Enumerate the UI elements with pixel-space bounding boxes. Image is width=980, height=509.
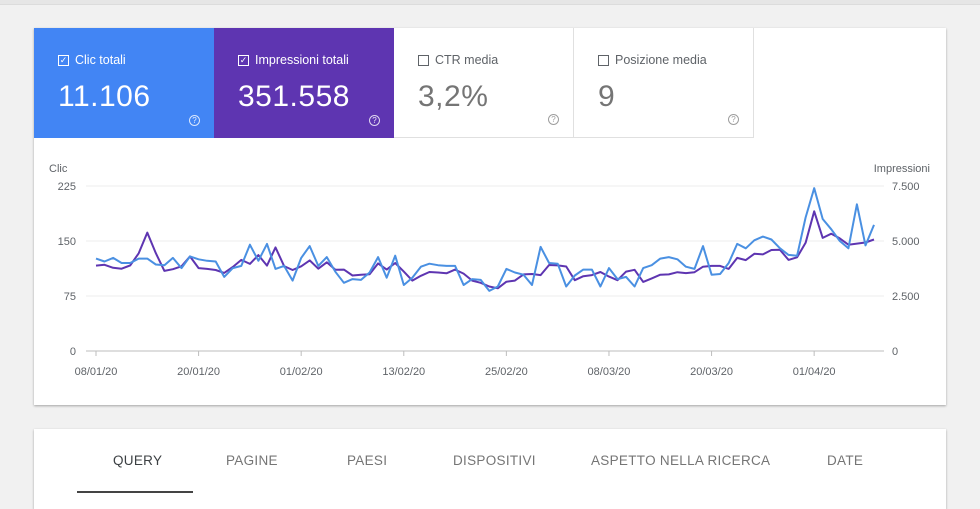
performance-card: ✓ Clic totali 11.106 ? ✓ Impressioni tot… bbox=[34, 28, 946, 405]
tab-query[interactable]: QUERY bbox=[113, 453, 163, 468]
checkbox-checked-icon[interactable]: ✓ bbox=[238, 54, 249, 66]
x-axis-tick-label: 25/02/20 bbox=[485, 366, 528, 378]
metric-total-impressions[interactable]: ✓ Impressioni totali 351.558 ? bbox=[214, 28, 394, 138]
right-axis-tick-label: 0 bbox=[892, 346, 898, 358]
performance-chart: 0 75 150 225 0 2.500 5.000 7.500 Clic Impressioni… bbox=[49, 163, 930, 378]
checkbox-unchecked-icon[interactable] bbox=[418, 54, 429, 66]
help-icon[interactable]: ? bbox=[189, 115, 200, 126]
metric-label: Posizione media bbox=[615, 53, 707, 67]
right-axis-tick-label: 2.500 bbox=[892, 291, 920, 303]
checkbox-checked-icon[interactable]: ✓ bbox=[58, 54, 69, 66]
metric-value: 351.558 bbox=[238, 80, 350, 113]
right-axis-title: Impressioni bbox=[874, 163, 930, 175]
x-axis-tick-label: 20/03/20 bbox=[690, 366, 733, 378]
x-axis-tick-label: 08/01/20 bbox=[75, 366, 118, 378]
metric-value: 9 bbox=[598, 80, 616, 113]
x-axis-tick-label: 20/01/20 bbox=[177, 366, 220, 378]
tab-dates[interactable]: DATE bbox=[827, 453, 864, 468]
dimension-tabs-card: QUERY PAGINE PAESI DISPOSITIVI ASPETTO N… bbox=[34, 429, 946, 509]
help-icon[interactable]: ? bbox=[548, 114, 559, 125]
tab-pages[interactable]: PAGINE bbox=[226, 453, 278, 468]
clicks-series-line bbox=[95, 187, 875, 292]
metric-label: Clic totali bbox=[75, 53, 126, 67]
active-tab-indicator bbox=[77, 491, 193, 493]
tab-devices[interactable]: DISPOSITIVI bbox=[453, 453, 536, 468]
x-axis-tick-label: 08/03/20 bbox=[588, 366, 631, 378]
metric-value: 11.106 bbox=[58, 80, 151, 113]
metric-total-clicks-header: ✓ Clic totali bbox=[58, 53, 126, 67]
x-axis-tick-label: 13/02/20 bbox=[382, 366, 425, 378]
top-divider bbox=[0, 0, 980, 5]
metric-average-ctr[interactable]: CTR media 3,2% ? bbox=[394, 28, 574, 138]
metric-label: CTR media bbox=[435, 53, 499, 67]
left-axis-tick-label: 75 bbox=[64, 291, 76, 303]
tab-countries[interactable]: PAESI bbox=[347, 453, 388, 468]
metric-average-ctr-header: CTR media bbox=[418, 53, 498, 67]
left-axis-tick-label: 0 bbox=[70, 346, 76, 358]
left-axis-title: Clic bbox=[49, 163, 68, 175]
right-axis-tick-label: 5.000 bbox=[892, 236, 920, 248]
checkbox-unchecked-icon[interactable] bbox=[598, 54, 609, 66]
impressions-series-line bbox=[95, 210, 875, 290]
metric-average-position[interactable]: Posizione media 9 ? bbox=[574, 28, 754, 138]
x-axis-tick-label: 01/02/20 bbox=[280, 366, 323, 378]
help-icon[interactable]: ? bbox=[369, 115, 380, 126]
x-axis-tick-label: 01/04/20 bbox=[793, 366, 836, 378]
metric-total-clicks[interactable]: ✓ Clic totali 11.106 ? bbox=[34, 28, 214, 138]
left-axis-tick-label: 150 bbox=[58, 236, 76, 248]
help-icon[interactable]: ? bbox=[728, 114, 739, 125]
left-axis-tick-label: 225 bbox=[58, 181, 76, 193]
metric-total-impressions-header: ✓ Impressioni totali bbox=[238, 53, 349, 67]
metric-average-position-header: Posizione media bbox=[598, 53, 707, 67]
right-axis-tick-label: 7.500 bbox=[892, 181, 920, 193]
metric-label: Impressioni totali bbox=[255, 53, 349, 67]
tab-search-appearance[interactable]: ASPETTO NELLA RICERCA bbox=[591, 453, 771, 468]
metric-value: 3,2% bbox=[418, 80, 489, 113]
